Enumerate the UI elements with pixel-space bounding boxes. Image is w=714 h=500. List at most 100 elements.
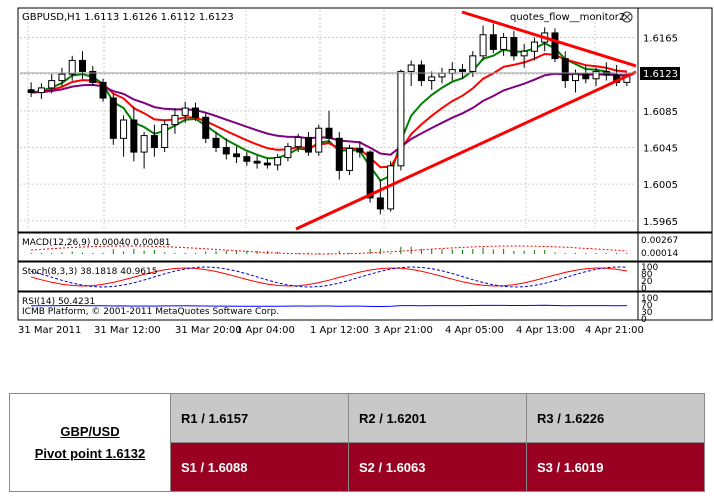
candle-body [58, 73, 66, 82]
main-grid [20, 10, 636, 230]
candle-body [130, 119, 138, 153]
candle-body [78, 59, 86, 72]
candle-body [171, 114, 179, 126]
candle-body [346, 147, 354, 171]
candle-body [500, 37, 508, 50]
stoch-tick-20: 20 [641, 277, 653, 287]
candle-body [592, 70, 600, 80]
time-tick-label: 4 Apr 13:00 [516, 325, 575, 336]
macd-axis-frame [637, 232, 713, 262]
rsi-line [31, 304, 627, 308]
stoch-main-line [30, 267, 627, 287]
candle-body [202, 116, 210, 139]
candle-body [428, 76, 436, 82]
candle-body [407, 64, 415, 72]
macd-tick-high: 0.00267 [641, 236, 678, 246]
candle-body [479, 34, 487, 57]
candle-body [120, 119, 128, 139]
rsi-label: RSI(14) 50.4231 [22, 297, 95, 307]
candle-body [315, 127, 323, 153]
candle-body [109, 97, 117, 139]
candle-body [274, 157, 282, 166]
support-trendline [295, 70, 637, 231]
candle-body [376, 197, 384, 210]
candle-body [335, 137, 343, 171]
candle-body [489, 34, 497, 50]
s2-cell: S2 / 1.6063 [348, 442, 527, 492]
time-tick-label: 4 Apr 21:00 [585, 325, 644, 336]
stoch-tick-0: 0 [641, 284, 647, 294]
rsi-axis-frame [637, 291, 713, 321]
price-tick-label: 1.5965 [643, 217, 678, 228]
stoch-axis-frame [637, 261, 713, 292]
pivot-label: Pivot point 1.6132 [34, 445, 146, 461]
r3-cell: R3 / 1.6226 [526, 393, 705, 443]
stoch-tick-80: 80 [641, 270, 653, 280]
rsi-tick-30: 30 [641, 308, 653, 318]
price-tick-label: 1.6005 [643, 180, 678, 191]
chart-title: GBPUSD,H1 1.6113 1.6126 1.6112 1.6123 [22, 12, 234, 23]
candle-body [366, 151, 374, 199]
time-tick-label: 1 Apr 04:00 [236, 325, 295, 336]
stoch-pane-frame [17, 261, 639, 292]
macd-tick-low: 0.00014 [641, 249, 678, 259]
macd-label: MACD(12,26,9) 0.00040 0.00081 [22, 238, 171, 248]
macd-pane-frame [17, 232, 639, 262]
candle-body [263, 162, 271, 166]
s3-cell: S3 / 1.6019 [526, 442, 705, 492]
candle-body [397, 70, 405, 167]
candle-body [212, 137, 220, 148]
main-plot [20, 10, 637, 231]
indicator-label: quotes_flow__monitor2 [510, 12, 625, 23]
close-icon[interactable] [621, 11, 633, 23]
rsi-tick-0: 0 [641, 315, 647, 325]
candle-body [222, 147, 230, 155]
rsi-tick-70: 70 [641, 301, 653, 311]
candle-body [68, 59, 76, 75]
r2-cell: R2 / 1.6201 [348, 393, 527, 443]
s1-cell: S1 / 1.6088 [170, 442, 349, 492]
candle-body [191, 107, 199, 118]
candle-body [99, 81, 107, 99]
candle-body [140, 135, 148, 153]
candle-body [150, 135, 158, 148]
price-tick-label: 1.6085 [643, 107, 678, 118]
candle-body [37, 87, 45, 93]
candle-body [48, 80, 56, 89]
macd-histogram [30, 245, 628, 255]
time-tick-label: 31 Mar 20:00 [175, 325, 242, 336]
candle-body [181, 107, 189, 116]
candle-body [469, 55, 477, 72]
candle-body [304, 136, 312, 153]
candle-body [27, 89, 35, 93]
candle-body [530, 41, 538, 52]
candle-body [243, 156, 251, 162]
price-tick-label: 1.6165 [643, 34, 678, 45]
footer-copyright: ICMB Platform, © 2001-2011 MetaQuotes So… [22, 307, 279, 317]
candle-body [253, 160, 261, 164]
stoch-lines [30, 266, 627, 288]
time-tick-label: 1 Apr 12:00 [310, 325, 369, 336]
candle-body [438, 72, 446, 78]
rsi-path [31, 304, 627, 308]
time-tick-label: 31 Mar 2011 [18, 325, 81, 336]
candle-body [161, 124, 169, 149]
time-tick-label: 31 Mar 12:00 [94, 325, 161, 336]
stoch-signal-line [30, 266, 627, 288]
time-tick-labels: 31 Mar 2011 31 Mar 12:00 31 Mar 20:001 Apr… [18, 325, 644, 336]
r1-cell: R1 / 1.6157 [170, 393, 349, 443]
current-price-label: 1.6123 [643, 69, 678, 80]
symbol-label: GBP/USD [60, 423, 120, 439]
candle-body [356, 147, 364, 153]
candle-body [582, 73, 590, 80]
current-price-box [640, 67, 680, 80]
ma-mid-line [31, 52, 627, 169]
symbol-cell: GBP/USD Pivot point 1.6132 [9, 393, 171, 492]
stoch-label: Stoch(8,3,3) 38.1818 40.9615 [22, 267, 157, 277]
time-tick-label: 3 Apr 21:00 [374, 325, 433, 336]
resistance-trendline [461, 10, 637, 68]
candle-body [284, 146, 292, 159]
stoch-tick-100: 100 [641, 263, 658, 273]
candle-body [294, 136, 302, 148]
